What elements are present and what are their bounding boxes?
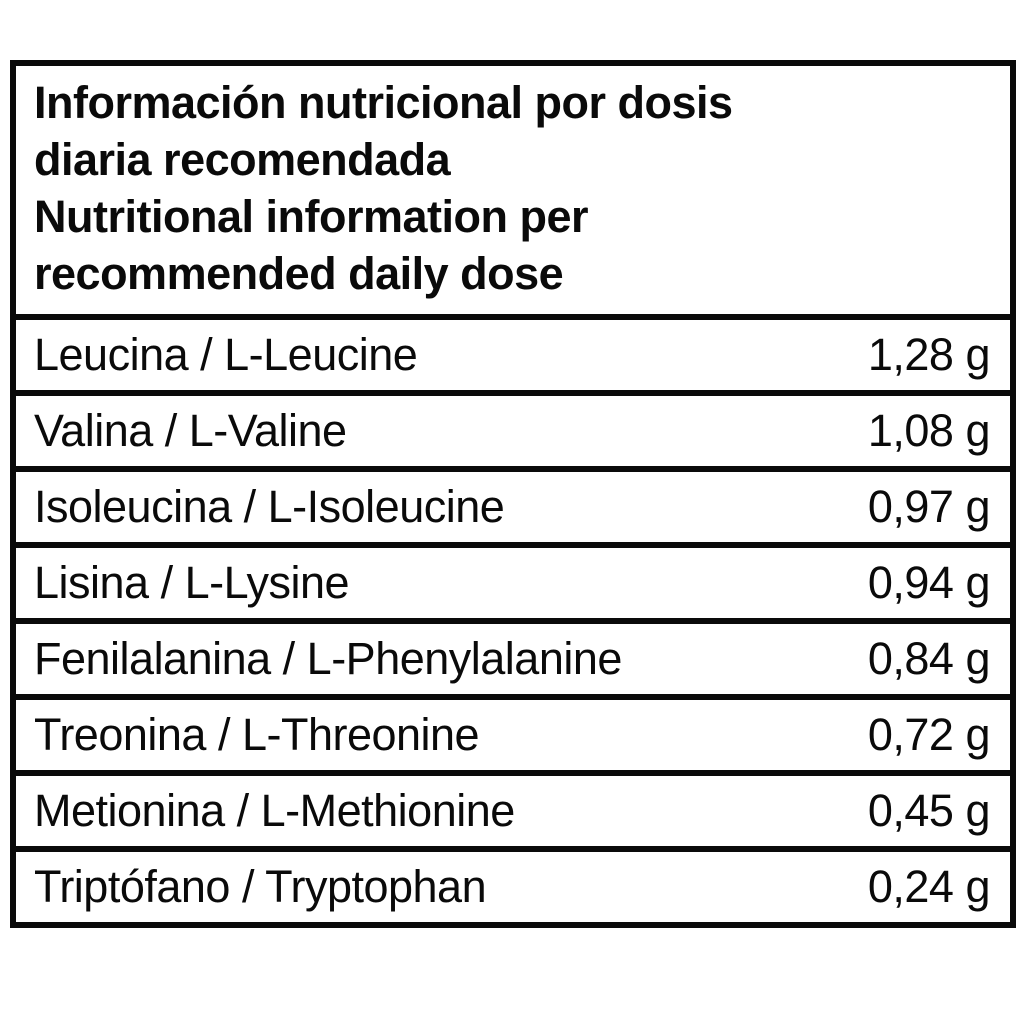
row-value: 0,97 g <box>867 481 991 532</box>
table-row: Lisina / L-Lysine 0,94 g <box>16 548 1010 624</box>
table-row: Valina / L-Valine 1,08 g <box>16 396 1010 472</box>
row-label: Triptófano / Tryptophan <box>34 861 487 912</box>
table-row: Triptófano / Tryptophan 0,24 g <box>16 852 1010 922</box>
table-row: Treonina / L-Threonine 0,72 g <box>16 700 1010 776</box>
row-value: 0,45 g <box>867 785 991 836</box>
row-value: 0,72 g <box>867 709 991 760</box>
header-line-es-2: diaria recomendada <box>34 134 451 185</box>
table-row: Metionina / L-Methionine 0,45 g <box>16 776 1010 852</box>
table-row: Fenilalanina / L-Phenylalanine 0,84 g <box>16 624 1010 700</box>
nutrition-facts-table: Información nutricional por dosis diaria… <box>10 60 1016 928</box>
table-row: Isoleucina / L-Isoleucine 0,97 g <box>16 472 1010 548</box>
row-label: Isoleucina / L-Isoleucine <box>34 481 505 532</box>
header-line-en-1: Nutritional information per <box>34 191 589 242</box>
row-label: Treonina / L-Threonine <box>34 709 480 760</box>
row-value: 1,08 g <box>867 405 991 456</box>
row-label: Leucina / L-Leucine <box>34 329 418 380</box>
row-label: Valina / L-Valine <box>34 405 347 456</box>
row-value: 0,84 g <box>867 633 991 684</box>
row-value: 0,24 g <box>867 861 991 912</box>
table-body: Leucina / L-Leucine 1,28 g Valina / L-Va… <box>16 320 1010 922</box>
table-row: Leucina / L-Leucine 1,28 g <box>16 320 1010 396</box>
row-value: 1,28 g <box>867 329 991 380</box>
header-line-en-2: recommended daily dose <box>34 248 564 299</box>
row-label: Fenilalanina / L-Phenylalanine <box>34 633 622 684</box>
header-line-es-1: Información nutricional por dosis <box>34 77 733 128</box>
row-value: 0,94 g <box>867 557 991 608</box>
row-label: Metionina / L-Methionine <box>34 785 515 836</box>
row-label: Lisina / L-Lysine <box>34 557 350 608</box>
table-header: Información nutricional por dosis diaria… <box>16 66 1010 320</box>
